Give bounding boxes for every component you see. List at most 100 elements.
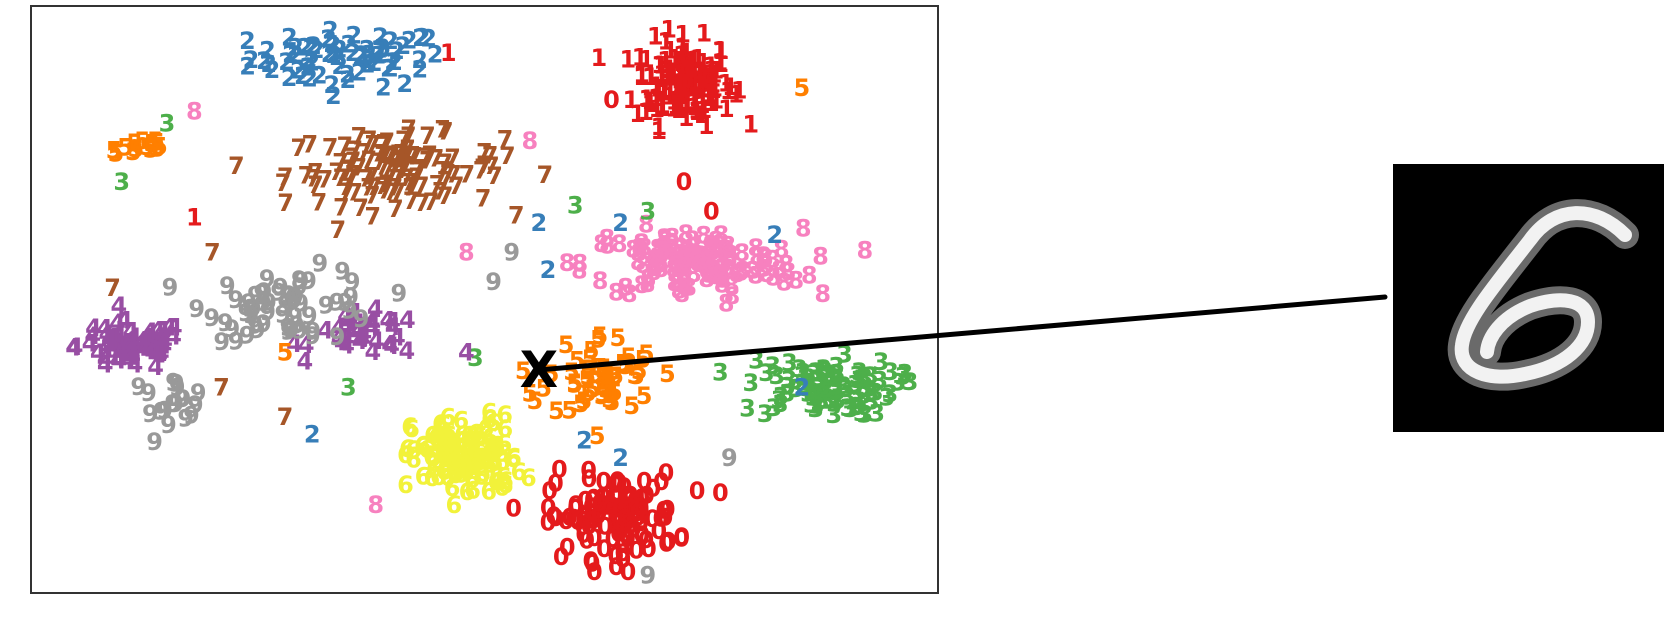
- digit-point-0: 0: [553, 543, 570, 571]
- digit-point-6: 6: [397, 441, 414, 469]
- digit-point-1: 1: [674, 21, 691, 49]
- digit-point-0: 0: [689, 477, 706, 505]
- digit-point-3: 3: [159, 109, 176, 137]
- digit-point-5: 5: [548, 397, 565, 425]
- digit-point-2: 2: [411, 46, 428, 74]
- digit-point-9: 9: [639, 561, 656, 589]
- digit-point-7: 7: [228, 152, 245, 180]
- digit-point-1: 1: [650, 117, 667, 145]
- digit-point-7: 7: [384, 157, 401, 185]
- digit-point-1: 1: [186, 203, 203, 231]
- digit-point-0: 0: [611, 469, 628, 497]
- digit-point-5: 5: [573, 390, 590, 418]
- digit-inset-image: [1393, 164, 1664, 432]
- digit-point-1: 1: [590, 44, 607, 72]
- digit-point-3: 3: [829, 359, 846, 387]
- digit-point-4: 4: [97, 351, 114, 379]
- digit-point-6: 6: [520, 464, 537, 492]
- digit-point-8: 8: [186, 98, 203, 126]
- digit-point-0: 0: [676, 168, 693, 196]
- digit-point-8: 8: [617, 274, 634, 302]
- digit-point-4: 4: [65, 333, 82, 361]
- digit-point-1: 1: [653, 65, 670, 93]
- digit-point-6: 6: [483, 438, 500, 466]
- digit-point-2: 2: [339, 66, 356, 94]
- digit-point-8: 8: [652, 255, 669, 283]
- digit-point-3: 3: [764, 352, 781, 380]
- digit-point-3: 3: [897, 359, 914, 387]
- digit-point-8: 8: [458, 239, 475, 267]
- digit-point-7: 7: [213, 374, 230, 402]
- digit-point-1: 1: [693, 101, 710, 129]
- digit-point-0: 0: [603, 86, 620, 114]
- digit-point-4: 4: [82, 330, 99, 358]
- digit-point-0: 0: [605, 525, 622, 553]
- digit-point-9: 9: [175, 385, 192, 413]
- digit-point-0: 0: [657, 503, 674, 531]
- digit-point-4: 4: [399, 306, 416, 334]
- digit-point-8: 8: [801, 261, 818, 289]
- digit-point-8: 8: [748, 234, 765, 262]
- digit-point-5: 5: [794, 74, 811, 102]
- digit-point-9: 9: [503, 239, 520, 267]
- digit-point-5: 5: [277, 338, 294, 366]
- digit-point-0: 0: [505, 494, 522, 522]
- digit-point-6: 6: [437, 454, 454, 482]
- digit-point-7: 7: [437, 166, 454, 194]
- digit-point-3: 3: [840, 394, 857, 422]
- digit-point-8: 8: [571, 257, 588, 285]
- digit-point-6: 6: [397, 471, 414, 499]
- digit-point-2: 2: [794, 374, 811, 402]
- digit-point-3: 3: [765, 394, 782, 422]
- digit-point-8: 8: [857, 236, 874, 264]
- digit-point-7: 7: [414, 189, 431, 217]
- digit-point-9: 9: [485, 268, 502, 296]
- digit-point-1: 1: [622, 86, 639, 114]
- digit-point-2: 2: [612, 209, 629, 237]
- digit-point-7: 7: [204, 239, 221, 267]
- digit-point-6: 6: [415, 463, 432, 491]
- digit-point-9: 9: [162, 274, 179, 302]
- digit-point-0: 0: [547, 469, 564, 497]
- digit-point-5: 5: [620, 343, 637, 371]
- digit-point-2: 2: [540, 256, 557, 284]
- digit-point-9: 9: [318, 292, 335, 320]
- digit-point-8: 8: [676, 273, 693, 301]
- digit-point-3: 3: [712, 358, 729, 386]
- digit-point-1: 1: [742, 110, 759, 138]
- digit-point-7: 7: [483, 152, 500, 180]
- digit-point-8: 8: [522, 127, 539, 155]
- digit-point-2: 2: [294, 62, 311, 90]
- digit-point-9: 9: [329, 323, 346, 351]
- digit-point-2: 2: [239, 27, 256, 55]
- digit-point-5: 5: [659, 360, 676, 388]
- digit-point-6: 6: [446, 429, 463, 457]
- digit-point-7: 7: [421, 141, 438, 169]
- digit-point-9: 9: [391, 280, 408, 308]
- digit-point-4: 4: [297, 348, 314, 376]
- digit-point-3: 3: [113, 168, 130, 196]
- digit-point-5: 5: [106, 136, 123, 164]
- digit-point-6: 6: [401, 413, 418, 441]
- digit-point-9: 9: [142, 400, 159, 428]
- digit-point-2: 2: [302, 34, 319, 62]
- digit-point-1: 1: [720, 77, 737, 105]
- digit-point-0: 0: [540, 509, 557, 537]
- digit-point-8: 8: [771, 256, 788, 284]
- digit-point-9: 9: [146, 428, 163, 456]
- digit-point-3: 3: [868, 400, 885, 428]
- digit-point-7: 7: [338, 178, 355, 206]
- digit-point-2: 2: [346, 21, 363, 49]
- digit-point-9: 9: [219, 272, 236, 300]
- digit-point-6: 6: [465, 450, 482, 478]
- digit-point-8: 8: [676, 246, 693, 274]
- digit-point-2: 2: [304, 421, 321, 449]
- digit-point-1: 1: [440, 39, 457, 67]
- digit-point-7: 7: [277, 403, 294, 431]
- digit-point-2: 2: [612, 444, 629, 472]
- digit-point-0: 0: [703, 197, 720, 225]
- digit-point-4: 4: [458, 338, 475, 366]
- digit-point-5: 5: [623, 392, 640, 420]
- digit-point-2: 2: [766, 221, 783, 249]
